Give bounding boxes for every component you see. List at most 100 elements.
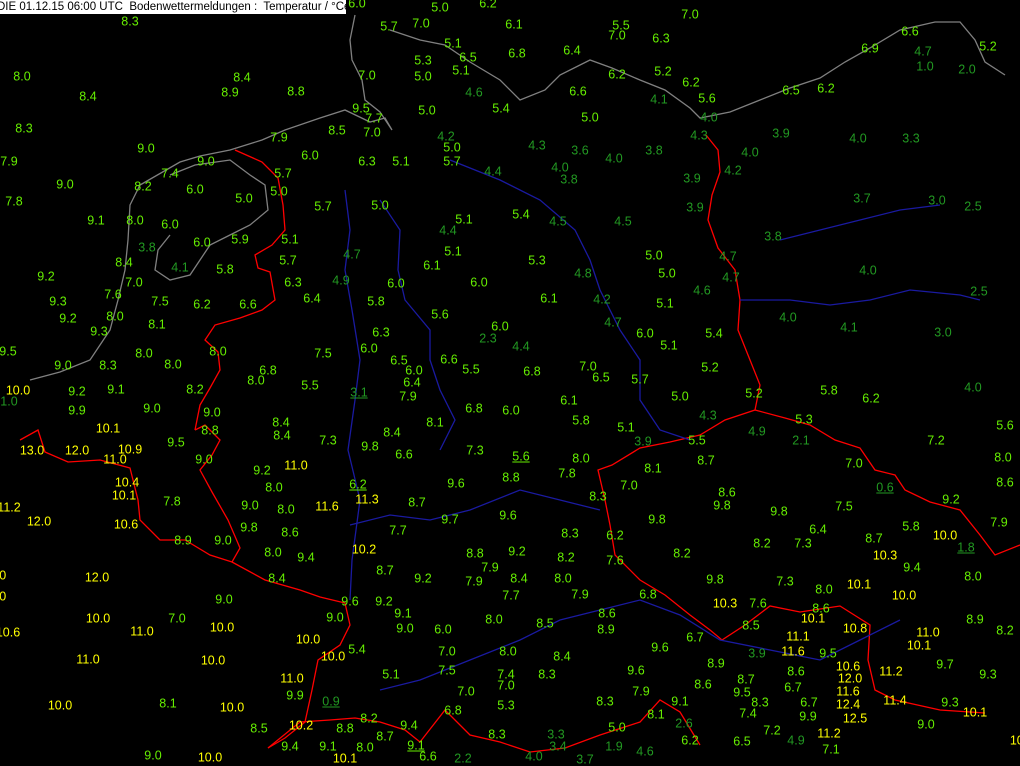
temperature-label: 9.7 [936, 657, 954, 672]
temperature-label: 4.2 [724, 163, 742, 178]
temperature-label: 4.0 [849, 131, 867, 146]
temperature-label: 8.7 [697, 453, 715, 468]
temperature-label: 7.0 [457, 684, 475, 699]
temperature-label: 8.0 [485, 612, 503, 627]
temperature-label: 6.3 [652, 31, 670, 46]
temperature-label: 10.0 [891, 588, 917, 603]
temperature-label: 5.7 [279, 253, 297, 268]
temperature-label: 8.3 [121, 14, 139, 29]
temperature-label: 3.4 [549, 739, 567, 754]
temperature-label: 6.5 [390, 353, 408, 368]
temperature-label: 5.6 [698, 91, 716, 106]
temperature-label: 5.6 [512, 449, 530, 464]
temperature-label: 10.6 [0, 625, 21, 640]
temperature-label: 5.0 [581, 110, 599, 125]
temperature-label: 9.4 [297, 550, 315, 565]
temperature-label: 5.7 [443, 154, 461, 169]
temperature-label: 8.8 [336, 721, 354, 736]
temperature-label: 8.0 [126, 213, 144, 228]
coastline-north-sea [29, 14, 393, 381]
temperature-label: 7.2 [763, 723, 781, 738]
temperature-label: 10.8 [842, 621, 868, 636]
temperature-label: 5.4 [705, 326, 723, 341]
temperature-label: 10.6 [835, 659, 861, 674]
temperature-label: 8.3 [561, 526, 579, 541]
temperature-label: 8.8 [201, 423, 219, 438]
temperature-label: 9.0 [54, 358, 72, 373]
temperature-label: 6.2 [193, 297, 211, 312]
temperature-label: 12.0 [84, 570, 110, 585]
temperature-label: 9.0 [143, 401, 161, 416]
temperature-label: 5.1 [660, 338, 678, 353]
temperature-label: 1.9 [605, 739, 623, 754]
temperature-label: 4.0 [741, 145, 759, 160]
temperature-label: 9.0 [203, 405, 221, 420]
temperature-label: 6.4 [403, 375, 421, 390]
temperature-label: 5.3 [414, 53, 432, 68]
temperature-label: 8.6 [996, 475, 1014, 490]
temperature-label: 7.3 [794, 536, 812, 551]
temperature-label: 7.0 [845, 456, 863, 471]
temperature-label: 8.3 [15, 121, 33, 136]
temperature-label: 8.9 [597, 622, 615, 637]
temperature-label: 2.5 [964, 199, 982, 214]
temperature-label: 8.2 [134, 179, 152, 194]
temperature-label: 2.6 [675, 716, 693, 731]
temperature-label: 5.3 [497, 698, 515, 713]
temperature-label: 9.7 [441, 512, 459, 527]
temperature-label: 8.8 [502, 470, 520, 485]
temperature-label: 5.0 [431, 0, 449, 15]
temperature-label: 3.9 [748, 646, 766, 661]
temperature-label: 5.6 [996, 418, 1014, 433]
temperature-label: 6.0 [434, 622, 452, 637]
temperature-label: 6.4 [303, 291, 321, 306]
border-de-pl [705, 134, 761, 411]
temperature-label: 2.3 [479, 331, 497, 346]
temperature-label: 6.3 [372, 325, 390, 340]
temperature-label: 4.7 [604, 315, 622, 330]
temperature-label: 7.0 [412, 16, 430, 31]
temperature-label: 4.7 [719, 249, 737, 264]
temperature-label: 9.6 [341, 594, 359, 609]
temperature-label: 6.6 [395, 447, 413, 462]
temperature-label: 6.1 [540, 291, 558, 306]
temperature-label: 8.0 [265, 480, 283, 495]
temperature-label: 8.3 [488, 727, 506, 742]
temperature-label: 9.0 [917, 717, 935, 732]
temperature-label: 10.0 [209, 620, 235, 635]
temperature-label: 8.0 [135, 346, 153, 361]
temperature-label: 8.6 [598, 606, 616, 621]
river-elbe [449, 159, 691, 441]
temperature-label: 2.5 [970, 284, 988, 299]
temperature-label: 6.0 [405, 363, 423, 378]
temperature-label: 2.2 [454, 751, 472, 766]
temperature-label: 9.2 [37, 269, 55, 284]
temperature-label: 4.5 [549, 214, 567, 229]
temperature-label: 7.4 [497, 667, 515, 682]
temperature-label: 10.0 [85, 611, 111, 626]
temperature-label: 4.6 [693, 283, 711, 298]
temperature-label: 8.1 [159, 696, 177, 711]
temperature-label: 5.0 [443, 140, 461, 155]
temperature-label: 3.3 [547, 727, 565, 742]
temperature-label: 5.5 [301, 378, 319, 393]
temperature-label: 5.0 [645, 248, 663, 263]
temperature-label: 4.6 [636, 744, 654, 759]
temperature-label: 6.4 [809, 522, 827, 537]
temperature-label: 10.2 [288, 718, 314, 733]
temperature-label: 11.6 [781, 644, 805, 659]
temperature-label: 7.0 [497, 678, 515, 693]
temperature-label: 8.1 [426, 415, 444, 430]
temperature-label: 8.5 [742, 618, 760, 633]
temperature-label: 6.2 [862, 391, 880, 406]
temperature-label: 10.0 [0, 568, 7, 583]
temperature-label: 8.7 [376, 563, 394, 578]
temperature-label: 6.7 [784, 680, 802, 695]
temperature-label: 4.9 [787, 733, 805, 748]
temperature-label: 3.3 [902, 131, 920, 146]
temperature-label: 4.2 [593, 292, 611, 307]
temperature-label: 5.5 [612, 18, 630, 33]
temperature-label: 9.1 [407, 738, 425, 753]
temperature-label: 7.9 [990, 515, 1008, 530]
